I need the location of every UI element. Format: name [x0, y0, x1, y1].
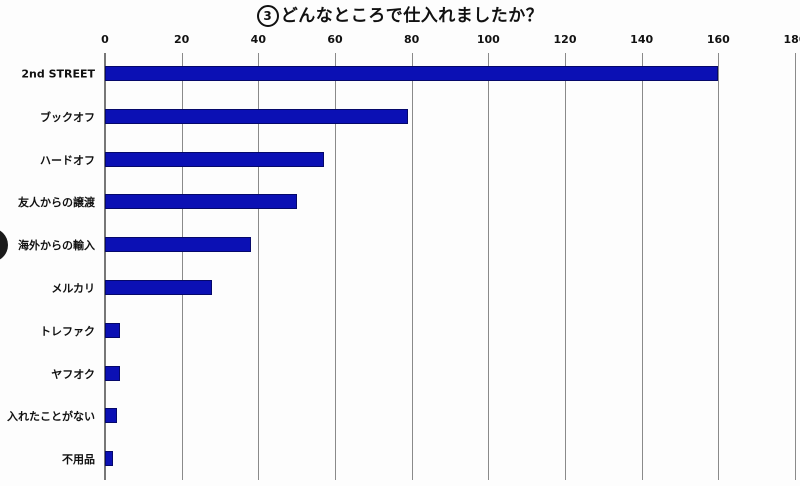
gridline — [258, 53, 260, 480]
x-tick-label: 80 — [404, 33, 420, 46]
gridline — [181, 53, 183, 480]
x-tick-label: 60 — [327, 33, 343, 46]
category-label: トレファク — [40, 324, 95, 338]
black-circle-marker — [0, 228, 8, 262]
category-label: 不用品 — [62, 453, 95, 467]
bar — [105, 194, 297, 210]
category-label: 海外からの輸入 — [18, 239, 95, 253]
category-label: 2nd STREET — [21, 67, 95, 81]
gridline — [411, 53, 413, 480]
category-label: ハードオフ — [40, 153, 95, 167]
gridline — [488, 53, 490, 480]
bar — [105, 322, 121, 338]
x-tick-label: 160 — [706, 33, 730, 46]
x-tick-label: 40 — [250, 33, 266, 46]
bar — [105, 451, 113, 467]
category-label: 入れたことがない — [7, 410, 95, 424]
chart-title: 3 どんなところで仕入れましたか？ — [0, 1, 800, 27]
bar — [105, 108, 408, 124]
gridline — [641, 53, 643, 480]
y-axis-line — [104, 53, 106, 480]
category-label: メルカリ — [51, 282, 95, 295]
bar — [105, 237, 251, 253]
bar — [105, 66, 719, 81]
bar — [105, 280, 213, 295]
x-tick-label: 100 — [476, 33, 500, 46]
x-tick-label: 20 — [174, 33, 190, 46]
category-label: ブックオフ — [40, 110, 95, 124]
circled-number: 3 — [256, 5, 279, 27]
gridline — [335, 53, 336, 480]
gridline — [565, 53, 566, 480]
category-label: 友人からの譲渡 — [18, 196, 95, 210]
gridline — [795, 53, 796, 480]
bar — [105, 408, 117, 424]
x-tick-label: 140 — [630, 33, 654, 46]
x-tick-label: 120 — [553, 33, 577, 46]
gridline — [718, 53, 720, 480]
bar — [105, 365, 121, 381]
x-tick-label: 180 — [783, 33, 800, 46]
category-label: ヤフオク — [51, 367, 95, 381]
x-tick-label: 0 — [101, 33, 109, 46]
chart-title-text: どんなところで仕入れましたか？ — [280, 6, 544, 26]
bar — [105, 151, 324, 167]
